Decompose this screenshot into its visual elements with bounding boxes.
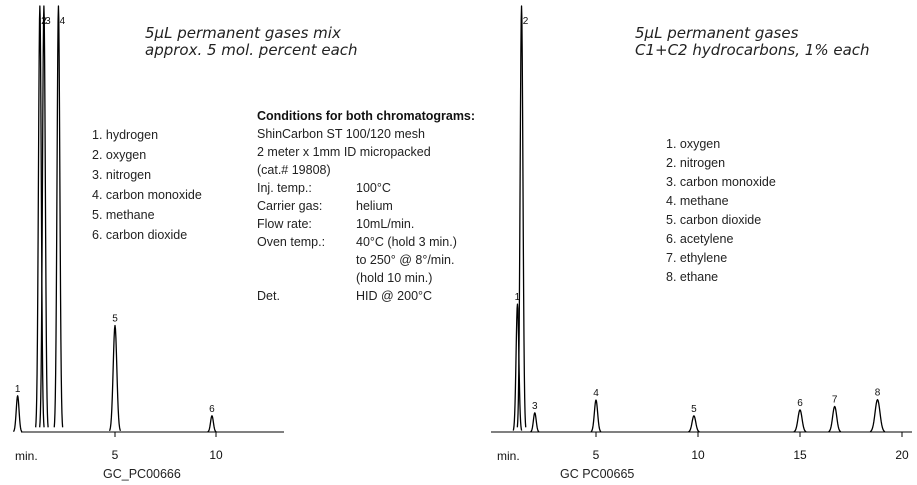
x-tick-label: 10 (209, 448, 223, 462)
conditions-heading: Conditions for both chromatograms: (257, 109, 475, 123)
left-compound-list: 1. hydrogen 2. oxygen 3. nitrogen 4. car… (92, 128, 202, 242)
conditions-column: ShinCarbon ST 100/120 mesh (257, 127, 425, 141)
left-compound-item: 4. carbon monoxide (92, 188, 202, 202)
peak-label: 5 (691, 404, 697, 415)
peak-label: 4 (60, 16, 66, 27)
chromatogram-peak (207, 415, 217, 433)
chromatogram-peak (793, 409, 807, 433)
left-compound-item: 6. carbon dioxide (92, 228, 187, 242)
conditions-row-label: Carrier gas: (257, 199, 322, 213)
peak-label: 6 (209, 404, 215, 415)
conditions-block: Conditions for both chromatograms: ShinC… (257, 109, 475, 303)
left-compound-item: 3. nitrogen (92, 168, 151, 182)
left-title: 5µL permanent gases mix (145, 24, 341, 42)
chromatogram-peak (688, 415, 700, 433)
left-x-axis-label: min. (15, 449, 38, 463)
right-compound-item: 2. nitrogen (666, 156, 725, 170)
peak-label: 5 (112, 314, 118, 325)
conditions-row-label: Inj. temp.: (257, 181, 312, 195)
right-x-axis-label: min. (497, 449, 520, 463)
left-compound-item: 1. hydrogen (92, 128, 158, 142)
conditions-row-label: Det. (257, 289, 280, 303)
right-plot-area: 5 10 15 20 1 2 3 4 5 6 7 8 (491, 5, 912, 462)
conditions-row-value: to 250° @ 8°/min. (356, 253, 454, 267)
conditions-dimensions: 2 meter x 1mm ID micropacked (257, 145, 431, 159)
chromatogram-peak (108, 324, 122, 432)
right-subtitle: C1+C2 hydrocarbons, 1% each (635, 41, 870, 59)
chromatogram-peak (35, 5, 45, 428)
chromatogram-peak (516, 5, 527, 428)
left-compound-item: 2. oxygen (92, 148, 146, 162)
chromatogram-peak (869, 398, 886, 433)
left-compound-item: 5. methane (92, 208, 155, 222)
right-footer: GC PC00665 (560, 467, 634, 481)
chromatogram-peak (512, 303, 523, 431)
right-compound-item: 3. carbon monoxide (666, 175, 776, 189)
x-tick-label: 5 (112, 448, 119, 462)
conditions-row-value: helium (356, 199, 393, 213)
right-compound-item: 6. acetylene (666, 232, 733, 246)
peak-label: 1 (515, 292, 521, 303)
conditions-row-label: Flow rate: (257, 217, 312, 231)
peak-label: 7 (832, 394, 838, 405)
peak-label: 3 (532, 401, 538, 412)
right-compound-item: 8. ethane (666, 270, 718, 284)
peak-label: 1 (15, 384, 21, 395)
conditions-row-label: Oven temp.: (257, 235, 325, 249)
peak-label: 8 (875, 388, 881, 399)
conditions-catalog: (cat.# 19808) (257, 163, 331, 177)
conditions-row-value: 40°C (hold 3 min.) (356, 235, 457, 249)
conditions-row-value: 10mL/min. (356, 217, 414, 231)
chromatogram-peak (590, 399, 602, 433)
conditions-row-value: (hold 10 min.) (356, 271, 432, 285)
left-subtitle: approx. 5 mol. percent each (145, 41, 358, 59)
chromatogram-peak (530, 412, 540, 433)
right-compound-list: 1. oxygen 2. nitrogen 3. carbon monoxide… (666, 137, 776, 284)
chromatogram-peak (12, 395, 23, 433)
right-compound-item: 4. methane (666, 194, 729, 208)
right-compound-item: 7. ethylene (666, 251, 727, 265)
left-chromatogram: 5µL permanent gases mix approx. 5 mol. p… (12, 5, 358, 481)
peak-label: 4 (593, 388, 599, 399)
x-tick-label: 20 (895, 448, 909, 462)
chromatogram-peak (828, 405, 842, 433)
x-tick-label: 15 (793, 448, 807, 462)
peak-label: 3 (45, 16, 51, 27)
conditions-row-value: 100°C (356, 181, 391, 195)
peak-label: 6 (797, 398, 803, 409)
right-title: 5µL permanent gases (635, 24, 799, 42)
conditions-row-value: HID @ 200°C (356, 289, 432, 303)
x-tick-label: 5 (593, 448, 600, 462)
left-footer: GC_PC00666 (103, 467, 181, 481)
right-compound-item: 1. oxygen (666, 137, 720, 151)
right-compound-item: 5. carbon dioxide (666, 213, 761, 227)
peak-label: 2 (523, 16, 529, 27)
x-tick-label: 10 (691, 448, 705, 462)
chromatogram-peak (53, 5, 64, 428)
right-chromatogram: 5µL permanent gases C1+C2 hydrocarbons, … (491, 5, 912, 481)
chromatogram-peak (39, 5, 49, 428)
